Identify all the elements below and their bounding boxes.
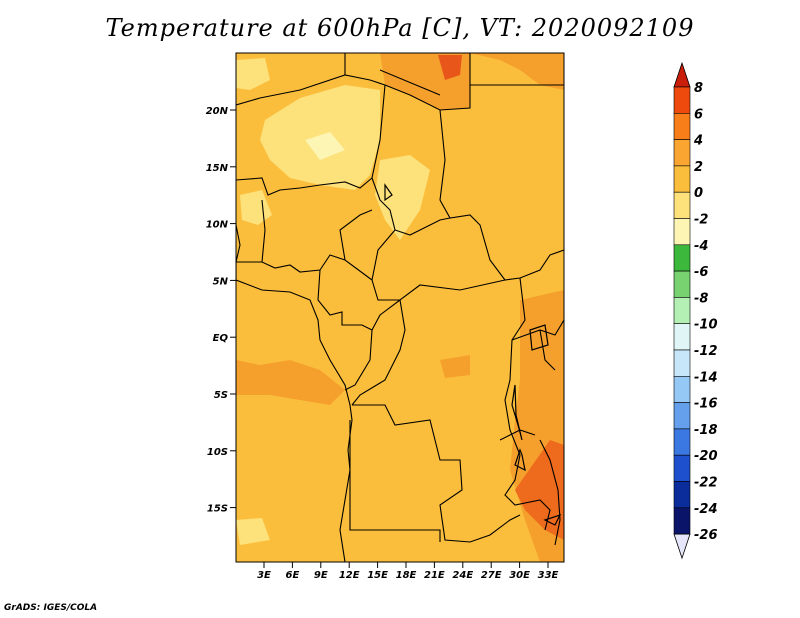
lakes: [384, 183, 562, 526]
field-hot-north: [438, 55, 462, 80]
colorbar-label: -26: [694, 528, 718, 543]
colorbar-label: 4: [693, 134, 703, 149]
lat-tick-label: 15S: [207, 504, 228, 515]
colorbar-label: -24: [694, 502, 718, 517]
lon-tick-label: 24E: [452, 570, 473, 581]
colorbar-label: 8: [694, 81, 703, 96]
colorbar-segment: [673, 165, 691, 193]
field-cool-chad: [375, 155, 430, 240]
colorbar-segment: [673, 402, 691, 430]
colorbar-label: -18: [694, 423, 718, 438]
lat-tick-label: EQ: [213, 333, 229, 344]
lat-tick-label: 5S: [214, 390, 228, 401]
lon-tick-label: 27E: [481, 570, 502, 581]
colorbar-segment: [673, 297, 691, 324]
colorbar-segment: [673, 218, 691, 246]
temperature-field: [236, 53, 564, 562]
colorbar-label: 2: [694, 160, 703, 175]
field-warm-patch1: [440, 355, 470, 378]
colorbar-segment: [673, 191, 691, 219]
colorbar: 8 6 4 2 0 -2 -4 -6 -8 -10 -12 -14 -16 -18 -20 -22 -24 -26: [673, 61, 718, 560]
field-warm-ne: [470, 53, 564, 90]
field-cool-sw: [236, 518, 270, 545]
colorbar-segment: [673, 86, 691, 114]
colorbar-segment: [673, 507, 691, 535]
colorbar-label: -4: [694, 239, 708, 254]
colorbar-label: -8: [694, 291, 708, 306]
field-cool-nw: [236, 58, 270, 90]
lat-tick-label: 10S: [207, 447, 228, 458]
lon-tick-label: 15E: [367, 570, 388, 581]
colorbar-label: -16: [694, 397, 718, 412]
lon-tick-label: 21E: [424, 570, 445, 581]
colorbar-segment: [673, 113, 691, 140]
coastline: [236, 224, 353, 562]
colorbar-arrow-top: [673, 61, 691, 88]
lat-tick-label: 15N: [206, 163, 229, 174]
colorbar-segment: [673, 349, 691, 377]
colorbar-label: -12: [694, 344, 718, 359]
colorbar-label: 6: [694, 107, 703, 122]
lon-tick-label: 6E: [286, 570, 300, 581]
colorbar-segment: [673, 481, 691, 509]
field-coolest-niger: [305, 132, 345, 160]
colorbar-segment: [673, 244, 691, 272]
colorbar-label: 0: [694, 186, 703, 201]
colorbar-segment: [673, 428, 691, 456]
lon-tick-label: 18E: [396, 570, 417, 581]
colorbar-label: -10: [694, 318, 718, 333]
lon-tick-label: 3E: [257, 570, 271, 581]
map-frame: [235, 52, 565, 563]
colorbar-label: -2: [694, 213, 708, 228]
lat-tick-label: 10N: [206, 220, 229, 231]
colorbar-arrow-bottom: [673, 533, 691, 560]
colorbar-segment: [673, 139, 691, 167]
lon-tick-label: 12E: [339, 570, 360, 581]
footer-credit: GrADS: IGES/COLA: [4, 603, 98, 613]
lon-tick-label: 9E: [314, 570, 328, 581]
colorbar-label: -6: [694, 265, 708, 280]
lat-tick-label: 20N: [206, 106, 229, 117]
lat-tick-label: 5N: [213, 276, 229, 287]
colorbar-segment: [673, 375, 691, 403]
colorbar-segment: [673, 270, 691, 298]
colorbar-label: -14: [694, 370, 718, 385]
chart-title: Temperature at 600hPa [C], VT: 202009210…: [105, 14, 695, 42]
colorbar-segment: [673, 454, 691, 482]
colorbar-label: -22: [694, 476, 718, 491]
latitude-axis: 20N 15N 10N 5N EQ 5S 10S 15S: [206, 106, 236, 515]
lon-tick-label: 30E: [509, 570, 530, 581]
colorbar-segment: [673, 323, 691, 351]
lon-tick-label: 33E: [538, 570, 559, 581]
field-warm-gabon: [236, 360, 345, 405]
colorbar-label: -20: [694, 449, 718, 464]
longitude-axis: 3E 6E 9E 12E 15E 18E 21E 24E 27E 30E 33E: [257, 562, 559, 581]
